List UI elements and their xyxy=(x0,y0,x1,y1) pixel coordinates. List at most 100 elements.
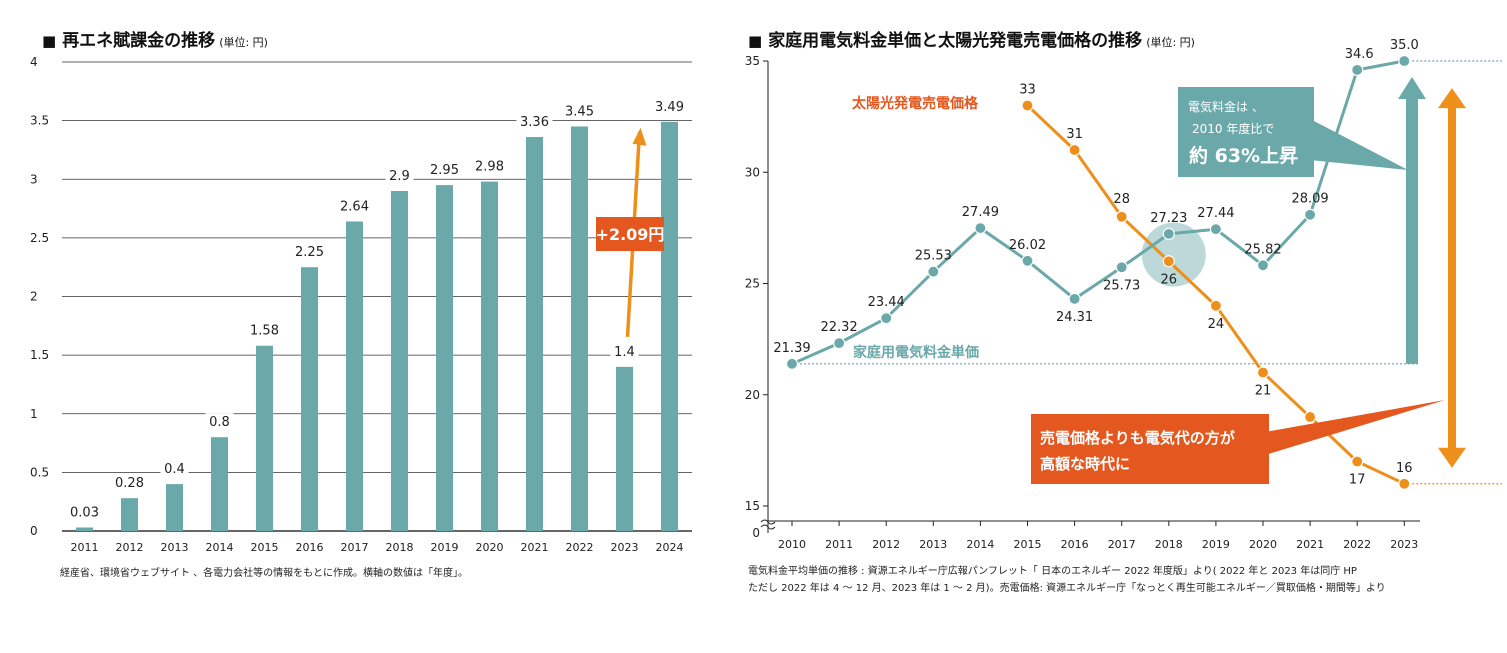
x-tick-label: 2023 xyxy=(1390,538,1418,551)
value-label: 3.45 xyxy=(565,104,594,119)
x-tick-label: 2011 xyxy=(71,541,99,554)
solar-value-label: 31 xyxy=(1066,127,1083,142)
bar xyxy=(661,121,678,532)
increase-callout-text: +2.09円 xyxy=(596,225,665,244)
gap-arrow-head-bottom xyxy=(1438,447,1466,468)
increase-up-arrow-shaft xyxy=(1406,97,1418,364)
value-label: 1.4 xyxy=(614,345,635,360)
home-value-label: 25.73 xyxy=(1103,278,1140,293)
solar-point xyxy=(1303,410,1317,424)
home-point xyxy=(1256,259,1270,272)
home-value-label: 27.44 xyxy=(1197,206,1234,221)
value-label-bg xyxy=(111,474,148,491)
home-point xyxy=(1162,227,1175,240)
home-value-label: 22.32 xyxy=(820,320,857,335)
gap-callout-box xyxy=(1031,414,1269,484)
home-value-label: 21.39 xyxy=(773,341,810,356)
x-tick-label: 2011 xyxy=(825,538,853,551)
x-tick-label: 2020 xyxy=(476,541,504,554)
right-unit: (単位: 円) xyxy=(1146,36,1195,49)
value-label-bg xyxy=(291,243,328,260)
x-tick-label: 2016 xyxy=(1061,538,1089,551)
home-point xyxy=(880,312,893,325)
bar xyxy=(526,137,543,532)
value-label: 0.4 xyxy=(164,462,185,477)
value-label-bg xyxy=(516,113,553,130)
gap-arrow-head-top xyxy=(1438,88,1466,109)
home-value-label: 27.23 xyxy=(1150,211,1187,226)
solar-value-label: 33 xyxy=(1019,83,1036,98)
y-tick-label: 25 xyxy=(745,277,760,291)
left-unit: (単位: 円) xyxy=(219,36,268,49)
value-label-bg xyxy=(160,460,189,477)
solar-point xyxy=(1351,455,1364,468)
value-label-bg xyxy=(66,503,103,520)
y-tick-label: 30 xyxy=(745,165,760,179)
home-value-label: 25.53 xyxy=(915,249,952,264)
home-value-label: 25.82 xyxy=(1244,242,1281,257)
x-tick-label: 2024 xyxy=(656,541,684,554)
y-tick-label: 2.5 xyxy=(30,231,49,245)
rate-callout-emphasis: 約 63%上昇 xyxy=(1189,144,1298,167)
value-label: 2.25 xyxy=(295,245,324,260)
x-tick-label: 2022 xyxy=(1343,538,1371,551)
gap-callout-line: 売電価格よりも電気代の方が xyxy=(1040,429,1236,447)
solar-value-label: 26 xyxy=(1161,272,1178,287)
solar-point xyxy=(1256,366,1270,379)
y-tick-label: 1 xyxy=(30,407,38,421)
y-tick-label: 4 xyxy=(30,55,38,69)
value-label-bg xyxy=(205,413,234,430)
value-label: 3.49 xyxy=(655,100,684,115)
right-note-line-1: 電気料金平均単価の推移 : 資源エネルギー庁広報パンフレット「 日本のエネルギー… xyxy=(748,566,1357,577)
gap-callout-pointer xyxy=(1265,400,1445,455)
home-point xyxy=(1209,223,1222,236)
left-source-note: 経産省、環境省ウェブサイト 、各電力会社等の情報をもとに作成。横軸の数値は「年度… xyxy=(60,568,468,579)
value-label-bg xyxy=(561,102,598,119)
increase-up-arrow-head xyxy=(1398,77,1426,100)
home-point xyxy=(785,357,799,370)
x-tick-label: 2018 xyxy=(386,541,414,554)
value-label: 2.98 xyxy=(475,160,504,175)
x-tick-label: 2013 xyxy=(919,538,947,551)
x-tick-label: 2012 xyxy=(116,541,144,554)
crossover-highlight xyxy=(1141,222,1206,287)
x-tick-label: 2010 xyxy=(778,538,806,551)
x-tick-label: 2023 xyxy=(611,541,639,554)
value-label-bg xyxy=(610,342,639,359)
left-chart-panel: ■ 再エネ賦課金の推移 (単位: 円) 0 0.5 1 1.5 2 2.5 3 3.5 4 0.03 2… xyxy=(0,0,720,653)
x-tick-label: 2017 xyxy=(1108,538,1136,551)
solar-value-label: 17 xyxy=(1349,473,1366,488)
value-label-bg xyxy=(246,321,283,338)
bar-chart: 0 0.5 1 1.5 2 2.5 3 3.5 4 0.03 2011 0.28 2012 0.4 2013… xyxy=(30,55,692,554)
rate-callout-line: 2010 年度比で xyxy=(1192,121,1274,136)
bar xyxy=(301,267,318,531)
y-tick-label: 1.5 xyxy=(30,348,49,362)
y-tick-label: 2 xyxy=(30,290,38,304)
solar-series-label: 太陽光発電売電価格 xyxy=(852,95,979,112)
home-value-label: 27.49 xyxy=(962,205,999,220)
rate-callout-pointer xyxy=(1310,120,1408,170)
x-tick-label: 2022 xyxy=(566,541,594,554)
x-tick-label: 2014 xyxy=(966,538,994,551)
solar-value-label: 16 xyxy=(1396,461,1413,476)
x-tick-label: 2013 xyxy=(161,541,189,554)
home-line xyxy=(791,59,1405,366)
x-tick-label: 2019 xyxy=(1202,538,1230,551)
home-point xyxy=(1351,63,1364,77)
home-point xyxy=(1398,54,1411,68)
x-tick-label: 2014 xyxy=(206,541,234,554)
y-tick-label: 0.5 xyxy=(30,465,49,479)
home-value-label: 35.0 xyxy=(1390,38,1419,53)
y-tick-label: 3.5 xyxy=(30,114,49,128)
value-label: 2.95 xyxy=(430,163,459,178)
solar-point xyxy=(1398,477,1411,490)
home-point xyxy=(1115,261,1128,274)
value-label-bg xyxy=(651,97,688,114)
bar xyxy=(121,498,138,531)
value-label: 3.36 xyxy=(520,115,549,130)
value-label-bg xyxy=(385,166,414,183)
y-zero-label: 0 xyxy=(752,526,760,540)
x-tick-label: 2015 xyxy=(1014,538,1042,551)
bar xyxy=(346,221,363,531)
value-label-bg xyxy=(471,157,508,174)
